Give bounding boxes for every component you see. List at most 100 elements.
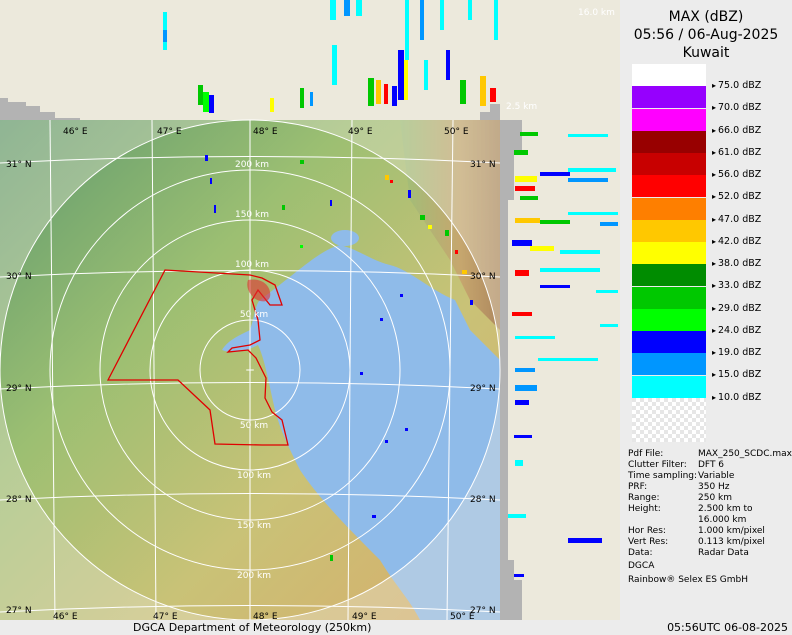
top-cross-section — [0, 0, 500, 120]
info-row: 16.000 km — [628, 515, 792, 526]
range-label: 100 km — [237, 471, 271, 481]
legend-label: 66.0 dBZ — [712, 125, 761, 136]
radar-echoes-plan — [205, 155, 473, 561]
legend-swatch — [632, 86, 706, 109]
legend-label: 61.0 dBZ — [712, 147, 761, 158]
lon-label: 46° E — [53, 612, 78, 620]
legend-swatch — [632, 286, 706, 309]
info-row: Pdf File: MAX_250_SCDC.max — [628, 449, 792, 460]
lon-labels-bottom: 46° E 47° E 48° E 49° E 50° E — [53, 612, 475, 620]
legend-label: 42.0 dBZ — [712, 236, 761, 247]
info-value: 16.000 km — [698, 515, 747, 525]
height-top-label: 16.0 km — [578, 8, 615, 18]
legend-swatch — [632, 130, 706, 153]
lon-label: 49° E — [348, 127, 373, 137]
legend-swatch — [632, 64, 706, 86]
lon-label: 48° E — [253, 127, 278, 137]
lon-label: 50° E — [444, 127, 469, 137]
legend-label: 33.0 dBZ — [712, 280, 761, 291]
info-value: 2.500 km to — [698, 504, 753, 514]
graticule — [0, 119, 501, 620]
lat-label: 31° N — [6, 160, 32, 170]
info-key: Range: — [628, 493, 660, 503]
right-terrain-profile — [500, 120, 522, 620]
lat-label: 29° N — [470, 384, 496, 394]
product-header: MAX (dBZ) 05:56 / 06-Aug-2025 Kuwait — [620, 8, 792, 62]
lon-label: 50° E — [450, 612, 475, 620]
lon-label: 49° E — [352, 612, 377, 620]
range-labels: 200 km 150 km 100 km 50 km 50 km 100 km … — [235, 160, 271, 581]
info-value: Radar Data — [698, 548, 749, 558]
legend-swatch — [632, 175, 706, 198]
bubiyan-island — [247, 279, 271, 302]
range-label: 200 km — [235, 160, 269, 170]
info-row: Hor Res: 1.000 km/pixel — [628, 526, 792, 537]
legend-label: 15.0 dBZ — [712, 369, 761, 380]
legend-label: 19.0 dBZ — [712, 347, 761, 358]
product-title: MAX (dBZ) — [668, 9, 744, 25]
legend-swatch — [632, 197, 706, 220]
footer-timestamp: 05:56UTC 06-08-2025 — [667, 621, 788, 634]
height-bottom-label: 2.5 km — [506, 102, 537, 112]
info-row: Clutter Filter: DFT 6 — [628, 460, 792, 471]
info-value: 1.000 km/pixel — [698, 526, 765, 536]
radar-echoes-top-section — [163, 0, 498, 113]
lat-label: 28° N — [6, 495, 32, 505]
range-label: 150 km — [237, 521, 271, 531]
lat-label: 30° N — [6, 272, 32, 282]
info-key: Hor Res: — [628, 526, 666, 536]
info-value: MAX_250_SCDC.max — [698, 449, 792, 459]
legend-label: 70.0 dBZ — [712, 102, 761, 113]
lat-label: 27° N — [470, 606, 496, 616]
lat-label: 27° N — [6, 606, 32, 616]
info-key: Height: — [628, 504, 661, 514]
legend-label: 29.0 dBZ — [712, 303, 761, 314]
legend-swatch — [632, 375, 706, 398]
no-data-swatch — [632, 398, 706, 442]
info-key: Pdf File: — [628, 449, 664, 459]
info-value: DFT 6 — [698, 460, 725, 470]
range-label: 50 km — [240, 421, 268, 431]
lat-labels-right: 31° N 30° N 29° N 28° N 27° N — [470, 160, 496, 616]
legend-swatch — [632, 108, 706, 131]
legend-swatch — [632, 153, 706, 175]
range-label: 200 km — [237, 571, 271, 581]
info-key: Clutter Filter: — [628, 460, 687, 470]
info-row: Time sampling: Variable — [628, 471, 792, 482]
info-row: Height: 2.500 km to — [628, 504, 792, 515]
range-label: 150 km — [235, 210, 269, 220]
radar-site-name: Kuwait — [682, 45, 730, 61]
top-terrain-profile-east — [480, 104, 500, 120]
lat-label: 29° N — [6, 384, 32, 394]
info-value: 250 km — [698, 493, 733, 503]
product-datetime: 05:56 / 06-Aug-2025 — [633, 27, 779, 43]
legend-label: 10.0 dBZ — [712, 392, 761, 403]
info-row: Range: 250 km — [628, 493, 792, 504]
right-cross-section — [500, 0, 620, 620]
legend-label: 52.0 dBZ — [712, 191, 761, 202]
radar-echoes-right-section — [508, 132, 618, 577]
kuwait-border — [106, 269, 289, 446]
info-row: Vert Res: 0.113 km/pixel — [628, 537, 792, 548]
legend-swatch — [632, 308, 706, 331]
range-label: 50 km — [240, 310, 268, 320]
org-name: DGCA — [628, 561, 655, 571]
info-row: Data: Radar Data — [628, 548, 792, 559]
radar-site-marker: + — [245, 363, 255, 377]
vendor-name: Rainbow® Selex ES GmbH — [628, 575, 749, 585]
legend-swatch — [632, 353, 706, 376]
lon-label: 47° E — [157, 127, 182, 137]
lat-label: 31° N — [470, 160, 496, 170]
info-value: 0.113 km/pixel — [698, 537, 765, 547]
lat-labels-left: 31° N 30° N 29° N 28° N 27° N — [6, 160, 32, 616]
lon-label: 46° E — [63, 127, 88, 137]
persian-gulf — [222, 245, 500, 620]
legend-swatch — [632, 242, 706, 264]
info-value: 350 Hz — [698, 482, 730, 492]
side-panel: MAX (dBZ) 05:56 / 06-Aug-2025 Kuwait 75.… — [620, 0, 792, 635]
info-key: Time sampling: — [628, 471, 698, 481]
info-key: Vert Res: — [628, 537, 669, 547]
product-info: Pdf File: MAX_250_SCDC.max Clutter Filter:… — [628, 449, 792, 586]
legend-label: 38.0 dBZ — [712, 258, 761, 269]
legend-label: 47.0 dBZ — [712, 214, 761, 225]
